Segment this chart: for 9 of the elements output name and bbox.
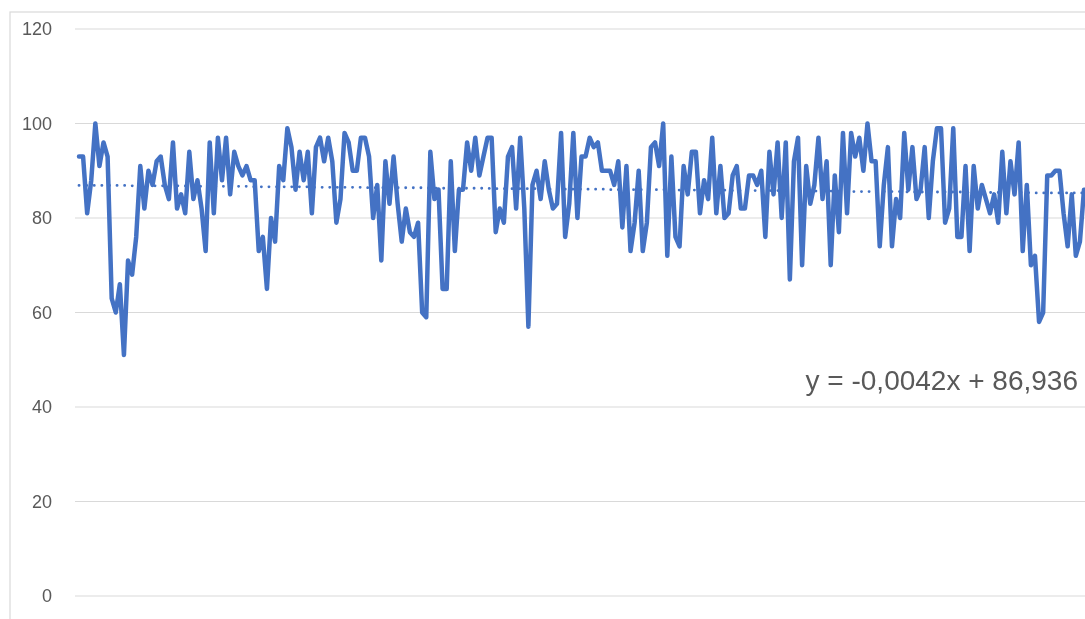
- y-tick-label: 60: [31, 302, 52, 323]
- annotation: y = -0,0042x + 86,936: [805, 365, 1078, 396]
- y-tick-label: 0: [41, 586, 52, 607]
- line-series: [76, 121, 1085, 358]
- y-tick-label: 40: [31, 397, 52, 418]
- y-tick-label: 80: [31, 208, 52, 229]
- y-tick-label: 20: [31, 491, 52, 512]
- y-tick-label: 120: [21, 19, 52, 40]
- y-tick-label: 100: [21, 113, 52, 134]
